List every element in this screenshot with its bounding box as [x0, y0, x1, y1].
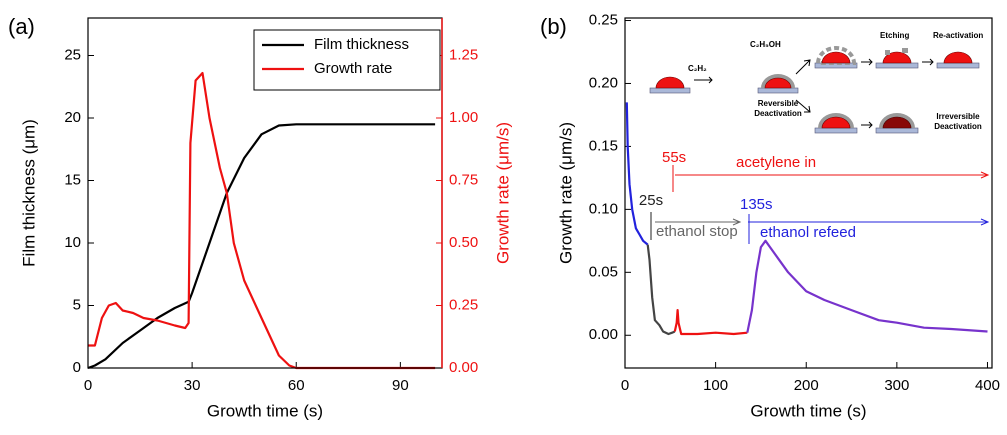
series-line: [87, 123, 436, 370]
substrate: [936, 62, 980, 69]
series-line: [88, 71, 436, 370]
inset-label: C₂H₅OH: [750, 40, 781, 49]
y2-axis-title: Growth rate (μm/s): [493, 122, 512, 264]
y2-tick-label: 1.00: [449, 109, 478, 126]
x-tick-label: 300: [884, 377, 909, 394]
x-tick-label: 0: [84, 377, 92, 394]
substrate: [649, 87, 691, 94]
substrate: [875, 62, 919, 69]
series-line: [646, 244, 676, 336]
y-tick-label: 20: [64, 109, 81, 126]
y-tick-label: 0.10: [589, 200, 618, 217]
x-tick-label: 100: [703, 377, 728, 394]
y-tick-label: 25: [64, 46, 81, 63]
particle: [882, 116, 912, 129]
y2-tick-label: 0.00: [449, 359, 478, 376]
arrow: [922, 58, 934, 66]
y2-tick-label: 0.50: [449, 234, 478, 251]
y-axis-title: Film thickness (μm): [19, 119, 38, 267]
x-axis-title: Growth time (s): [750, 401, 866, 420]
fragment: [902, 48, 908, 53]
x-tick-label: 90: [392, 377, 409, 394]
y-tick-label: 0.25: [589, 11, 618, 28]
y-tick-label: 0.15: [589, 137, 618, 154]
particle: [764, 77, 792, 89]
series-line: [673, 309, 748, 336]
arrow: [694, 76, 713, 84]
y-tick-label: 0.00: [589, 326, 618, 343]
y-tick-label: 0.20: [589, 74, 618, 91]
inset-label: C₂H₂: [688, 64, 707, 73]
plot-clip: [625, 102, 988, 336]
fragment: [885, 50, 890, 55]
annotation: ethanol refeed: [760, 224, 856, 241]
annotation: 25s: [639, 192, 663, 209]
plot-frame: [624, 17, 993, 369]
arrow: [748, 218, 990, 226]
panel-label: (b): [540, 14, 567, 39]
x-tick-label: 0: [621, 377, 629, 394]
panel-label: (a): [8, 14, 35, 39]
series-line: [625, 102, 649, 246]
x-tick-label: 200: [794, 377, 819, 394]
y-tick-label: 15: [64, 171, 81, 188]
inset-label: Reversible: [758, 99, 799, 108]
arrow: [795, 59, 811, 75]
inset-label: Deactivation: [754, 109, 802, 118]
particle: [655, 76, 685, 89]
substrate: [875, 127, 919, 134]
annotation: ethanol stop: [656, 223, 738, 240]
y-tick-label: 0: [73, 359, 81, 376]
y-tick-label: 10: [64, 234, 81, 251]
annotation: 55s: [662, 149, 686, 166]
arrow: [655, 218, 742, 226]
particle: [821, 116, 851, 129]
inset-label: Irreversible: [936, 112, 980, 121]
particle: [943, 51, 973, 64]
y-tick-label: 5: [73, 296, 81, 313]
x-tick-label: 400: [975, 377, 1000, 394]
inset-label: Re-activation: [933, 31, 983, 40]
inset-label: Deactivation: [934, 122, 982, 131]
inset-label: Etching: [880, 31, 909, 40]
x-tick-label: 30: [184, 377, 201, 394]
arrow: [675, 171, 990, 179]
inset-diagram: C₂H₂ C₂H₅OH Etching Re-activation Revers…: [649, 31, 983, 134]
legend-box: [253, 29, 441, 91]
arrow: [861, 121, 873, 129]
y-axis-title: Growth rate (μm/s): [556, 122, 575, 264]
substrate: [757, 87, 799, 94]
arrow: [861, 58, 873, 66]
annotation: acetylene in: [736, 154, 816, 171]
particle: [821, 51, 851, 64]
y-tick-label: 0.05: [589, 263, 618, 280]
legend-label: Growth rate: [314, 60, 392, 77]
y2-tick-label: 1.25: [449, 46, 478, 63]
x-tick-label: 60: [288, 377, 305, 394]
arrow: [795, 99, 811, 113]
legend-label: Film thickness: [314, 36, 409, 53]
y2-tick-label: 0.75: [449, 171, 478, 188]
annotation: 135s: [740, 196, 773, 213]
coating: [815, 46, 857, 65]
y2-tick-label: 0.25: [449, 296, 478, 313]
substrate: [814, 127, 858, 134]
plot-clip: [87, 71, 436, 370]
series-line: [746, 239, 988, 333]
x-axis-title: Growth time (s): [207, 401, 323, 420]
